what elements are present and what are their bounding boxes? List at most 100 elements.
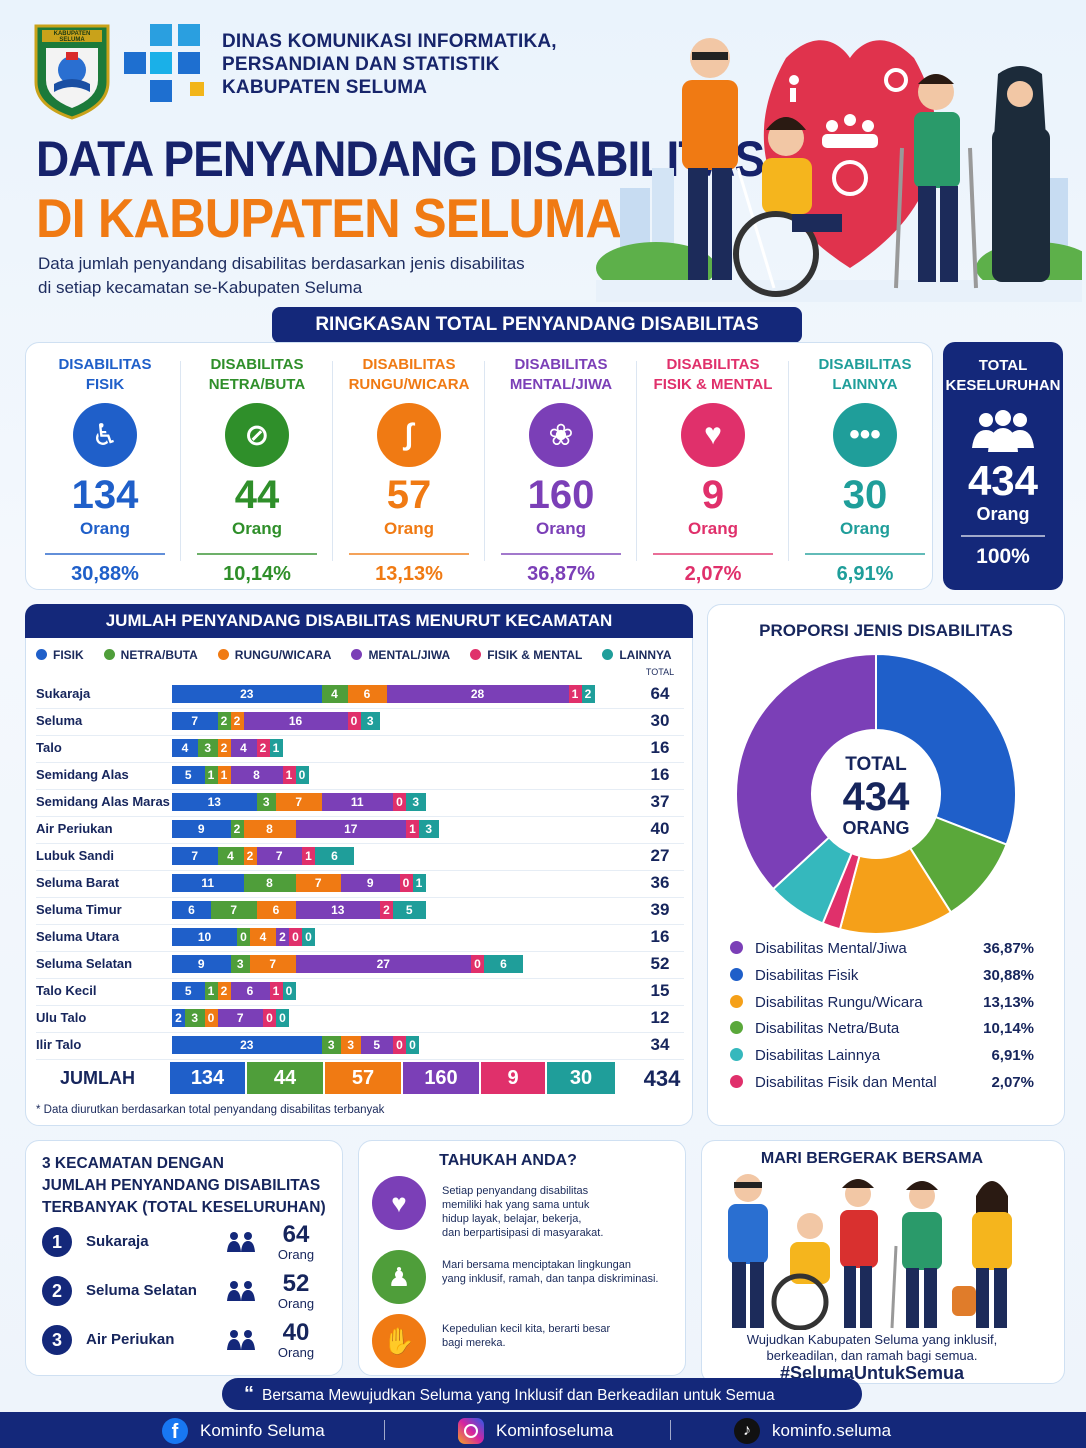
bar-segment: 3 — [256, 793, 276, 811]
total-value: 434 — [967, 457, 1039, 504]
people-icon — [226, 1231, 256, 1253]
donut-legend-label: Disabilitas Netra/Buta — [755, 1020, 900, 1038]
row-total: 52 — [650, 954, 670, 973]
donut-legend-percentage: 10,14% — [983, 1020, 1034, 1038]
bar-segment: 2 — [217, 712, 231, 730]
summary-item: DISABILITAS NETRA/BUTA ⊘ 44 Orang 10,14% — [182, 343, 333, 586]
bar-segment: 2 — [256, 739, 270, 757]
top3-card: 3 KECAMATAN DENGAN JUMLAH PENYANDANG DIS… — [25, 1140, 343, 1376]
summary-label-line-1: DISABILITAS — [514, 356, 608, 373]
total-label-line-1: TOTAL — [978, 357, 1028, 374]
donut-legend-item: Disabilitas Rungu/Wicara 13,13% — [730, 994, 1034, 1011]
bar-segment: 6 — [256, 901, 296, 919]
row-label: Seluma Barat — [36, 875, 120, 890]
summary-item-value: 57 — [386, 473, 432, 517]
wheelchair-icon: ♿ — [73, 403, 137, 467]
bar-segment: 4 — [172, 739, 198, 757]
bar-segment: 2 — [276, 928, 289, 946]
summary-item-unit: Orang — [535, 519, 587, 538]
legend-swatch — [36, 649, 47, 660]
bar-segment: 7 — [250, 955, 296, 973]
bar-segment: 7 — [217, 1009, 263, 1027]
summary-item-label: DISABILITAS NETRA/BUTA — [182, 355, 332, 395]
bar-segment: 6 — [315, 847, 354, 865]
bar-segment: 0 — [393, 1036, 406, 1054]
bar-segment: 1 — [269, 982, 283, 1000]
quote-banner: “ Bersama Mewujudkan Seluma yang Inklusif… — [222, 1378, 862, 1410]
instagram-handle: Kominfoseluma — [496, 1421, 614, 1440]
sum-segment: 44 — [247, 1062, 323, 1094]
bar-segment: 0 — [276, 1009, 289, 1027]
bar-segment: 0 — [204, 1009, 218, 1027]
bar-segment: 27 — [295, 955, 471, 973]
dots-icon: ••• — [833, 403, 897, 467]
footer-facebook[interactable]: f Kominfo Seluma — [162, 1418, 325, 1444]
legend-swatch — [470, 649, 482, 660]
footer-instagram[interactable]: Kominfoseluma — [458, 1418, 613, 1444]
donut-legend-label: Disabilitas Rungu/Wicara — [755, 993, 923, 1011]
summary-label-line-1: DISABILITAS — [58, 356, 152, 373]
summary-item-label: DISABILITAS FISIK — [30, 355, 180, 395]
bar-segment: 11 — [172, 874, 244, 892]
bar-segment: 7 — [256, 847, 302, 865]
legend-swatch — [602, 649, 614, 660]
donut-legend-percentage: 30,88% — [983, 966, 1034, 984]
row-total: 16 — [650, 738, 670, 757]
people-icon: ♟ — [372, 1250, 426, 1304]
bar-segment: 23 — [172, 685, 322, 703]
bar-segment: 16 — [243, 712, 348, 730]
legend-swatch — [217, 649, 229, 660]
people-icon — [226, 1280, 256, 1302]
bar-chart-title: JUMLAH PENYANDANG DISABILITAS MENURUT KE… — [25, 604, 693, 638]
bar-segment: 9 — [172, 820, 231, 838]
donut-legend-percentage: 2,07% — [991, 1074, 1034, 1091]
rank-badge: 3 — [42, 1325, 72, 1355]
bar-segment: 10 — [172, 928, 237, 946]
summary-item-percentage: 13,13% — [375, 562, 443, 585]
bar-segment: 6 — [230, 982, 270, 1000]
subtitle-line-1: Data jumlah penyandang disabilitas berda… — [38, 254, 525, 273]
summary-label-line-2: MENTAL/JIWA — [509, 376, 613, 393]
legend-label: LAINNYA — [619, 648, 672, 662]
bar-segment: 3 — [185, 1009, 205, 1027]
top3-title-line-3: TERBANYAK (TOTAL KESELURUHAN) — [42, 1199, 326, 1216]
hashtag: #SelumaUntukSemua — [779, 1363, 965, 1383]
bar-segment: 2 — [243, 847, 257, 865]
org-line-2: PERSANDIAN DAN STATISTIK — [222, 54, 500, 75]
row-label: Seluma Timur — [36, 902, 122, 917]
summary-label-line-2: FISIK & MENTAL — [653, 376, 773, 393]
legend-item: MENTAL/JIWA — [351, 648, 450, 662]
row-total: 12 — [650, 1008, 670, 1027]
top3-title-line-2: JUMLAH PENYANDANG DISABILITAS — [42, 1177, 321, 1194]
donut-legend-percentage: 6,91% — [991, 1047, 1034, 1065]
summary-item-unit: Orang — [839, 519, 891, 538]
bar-segment: 1 — [204, 766, 218, 784]
summary-label-line-1: DISABILITAS — [210, 356, 304, 373]
donut-center-value: 434 — [842, 775, 910, 819]
summary-item-percentage: 10,14% — [223, 562, 291, 585]
row-label: Sukaraja — [36, 686, 91, 701]
instagram-icon — [458, 1418, 484, 1444]
org-line-1: DINAS KOMUNIKASI INFORMATIKA, — [222, 31, 557, 52]
row-label: Seluma — [36, 713, 83, 728]
legend-item: RUNGU/WICARA — [217, 648, 331, 662]
donut-legend-label: Disabilitas Fisik — [755, 966, 859, 984]
row-label: Talo — [36, 740, 62, 755]
summary-item-unit: Orang — [687, 519, 739, 538]
bar-segment: 0 — [347, 712, 361, 730]
summary-item-value: 9 — [701, 473, 725, 517]
donut-legend-swatch — [730, 1075, 743, 1088]
summary-item-percentage: 36,87% — [527, 562, 595, 585]
donut-chart — [735, 654, 1017, 934]
footer-tiktok[interactable]: ♪ kominfo.seluma — [734, 1418, 891, 1444]
donut-legend-swatch — [730, 967, 743, 981]
bar-segment: 0 — [263, 1009, 276, 1027]
legend-label: NETRA/BUTA — [120, 648, 198, 662]
heart-hands-icon: ♥ — [372, 1176, 426, 1230]
bar-segment: 1 — [412, 874, 426, 892]
legend-swatch — [103, 649, 115, 660]
top3-value: 64 — [282, 1221, 310, 1248]
donut-center-unit: ORANG — [842, 818, 910, 838]
top3-title-line-1: 3 KECAMATAN DENGAN — [42, 1155, 224, 1172]
top3-name: Air Periukan — [86, 1331, 175, 1348]
